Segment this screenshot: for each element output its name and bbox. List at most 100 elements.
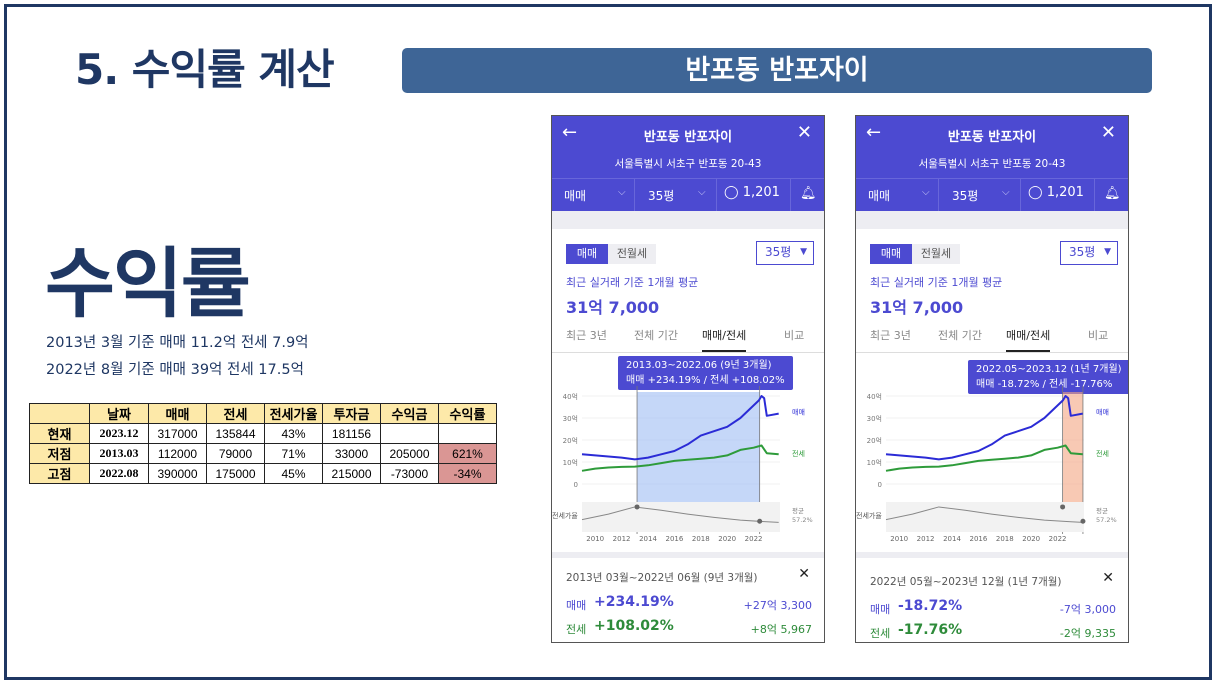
header-cell [29,403,90,424]
comment-icon: ◯ [1028,185,1047,200]
bell-icon[interactable]: 🔔︎ [800,186,817,201]
jeonse-label: 전세 [870,627,891,640]
period-tab-compare[interactable]: 비교 [1088,329,1109,342]
tooltip-change: 매매 -18.72% / 전세 -17.76% [976,379,1113,390]
comment-icon: ◯ [724,185,743,200]
big-label: 수익률 [45,239,251,328]
period-tab-sale-jeonse[interactable]: 매매/전세 [702,327,747,352]
chevron-down-icon: ⌵ [1002,187,1010,198]
x-tick-label: 2010 [586,535,604,543]
series-line-매매 [581,395,779,461]
tab-rent[interactable]: 전월세 [608,244,656,264]
period-tab-all[interactable]: 전체 기간 [938,329,982,342]
sale-amount: +27억 3,300 [743,599,812,612]
x-tick-label: 2022 [1049,535,1067,543]
table-cell: 181156 [322,423,381,444]
table-row: 고점 2022.08 390000 175000 45% 215000 -730… [29,463,497,484]
complex-address: 서울특별시 서초구 반포동 20-43 [614,158,762,170]
tab-sale[interactable]: 매매 [870,244,912,264]
close-icon[interactable]: ✕ [798,566,810,582]
complex-name: 반포동 반포자이 [947,130,1037,145]
comment-count[interactable]: ◯ 1,201 [1028,185,1084,200]
comment-count[interactable]: ◯ 1,201 [724,185,780,200]
deal-type-select[interactable]: 매매 [868,189,891,203]
size-select[interactable]: 35평 [952,189,979,203]
header-cell: 전세 [206,403,265,424]
header-cell: 전세가율 [264,403,323,424]
table-cell: -73000 [380,463,439,484]
row-label: 저점 [29,443,90,464]
chevron-down-icon: ⌵ [698,187,706,198]
table-cell: 79000 [206,443,265,464]
y-tick-label: 30억 [867,415,882,423]
table-cell: 205000 [380,443,439,464]
slide-title: 5. 수익률 계산 [75,45,335,94]
y-tick-label: 0 [878,481,882,489]
sale-label: 매매 [870,603,891,616]
table-cell: 43% [264,423,323,444]
tab-sale[interactable]: 매매 [566,244,608,264]
series-line-전세가율 [885,506,1083,523]
pyeong-select[interactable]: 35평 ▼ [1060,241,1118,265]
x-tick-label: 2016 [969,535,987,543]
complex-address: 서울특별시 서초구 반포동 20-43 [918,158,1066,170]
gap [856,211,1128,229]
row-label: 현재 [29,423,90,444]
range-tooltip: 2013.03~2022.06 (9년 3개월) 매매 +234.19% / 전… [618,356,793,390]
pyeong-select[interactable]: 35평 ▼ [756,241,814,265]
series-line-매매 [885,395,1083,461]
table-cell: 215000 [322,463,381,484]
table-cell: 390000 [148,463,207,484]
jeonse-amount: +8억 5,967 [750,623,812,636]
close-icon[interactable]: ✕ [1102,570,1114,586]
caret-down-icon: ▼ [1104,247,1111,257]
range-tooltip: 2022.05~2023.12 (1년 7개월) 매매 -18.72% / 전세… [968,360,1128,394]
table-cell: 112000 [148,443,207,464]
period-tab-compare[interactable]: 비교 [784,329,805,342]
x-tick-label: 2020 [1022,535,1040,543]
period-tab-3y[interactable]: 최근 3년 [870,329,911,342]
bell-icon[interactable]: 🔔︎ [1104,186,1121,201]
info-line-1: 2013년 3월 기준 매매 11.2억 전세 7.9억 [46,335,309,351]
back-arrow-icon[interactable]: ← [866,122,882,143]
series-label-sale: 매매 [1096,408,1109,416]
slide-frame [4,4,1212,680]
divider [634,179,635,212]
y-tick-label: 0 [574,481,578,489]
table-cell: 2013.03 [89,443,149,464]
deal-type-select[interactable]: 매매 [564,189,587,203]
avg-label: 최근 실거래 기준 1개월 평균 [870,276,1003,289]
jeonse-percent: +108.02% [594,618,674,634]
ratio-avg-label: 평균 [1096,506,1108,515]
period-tab-all[interactable]: 전체 기간 [634,329,678,342]
phone-screenshot-1: ← 반포동 반포자이 ✕ 서울특별시 서초구 반포동 20-43 매매 ⌵ 35… [551,115,825,643]
table-cell: 317000 [148,423,207,444]
x-tick-label: 2012 [917,535,935,543]
return-table: 날짜 매매 전세 전세가율 투자금 수익금 수익률 현재 2023.12 317… [29,403,497,484]
series-line-전세 [885,444,1083,472]
ratio-marker [1080,518,1086,524]
back-arrow-icon[interactable]: ← [562,122,578,143]
y-tick-label: 40억 [563,393,578,401]
row-label: 고점 [29,463,90,484]
ratio-marker [1060,504,1066,510]
header-cell: 날짜 [89,403,149,424]
tab-rent[interactable]: 전월세 [912,244,960,264]
x-tick-label: 2022 [745,535,763,543]
tooltip-range: 2022.05~2023.12 (1년 7개월) [976,364,1122,375]
table-cell: 45% [264,463,323,484]
sale-amount: -7억 3,000 [1059,603,1116,616]
divider [938,179,939,212]
period-tab-sale-jeonse[interactable]: 매매/전세 [1006,327,1051,352]
ratio-avg-value: 57.2% [792,516,813,524]
close-icon[interactable]: ✕ [1100,122,1116,143]
size-select[interactable]: 35평 [648,189,675,203]
y-tick-label: 10억 [563,459,578,467]
period-tab-3y[interactable]: 최근 3년 [566,329,607,342]
divider-band [856,552,1128,558]
table-cell: 135844 [206,423,265,444]
x-tick-label: 2010 [890,535,908,543]
close-icon[interactable]: ✕ [796,122,812,143]
